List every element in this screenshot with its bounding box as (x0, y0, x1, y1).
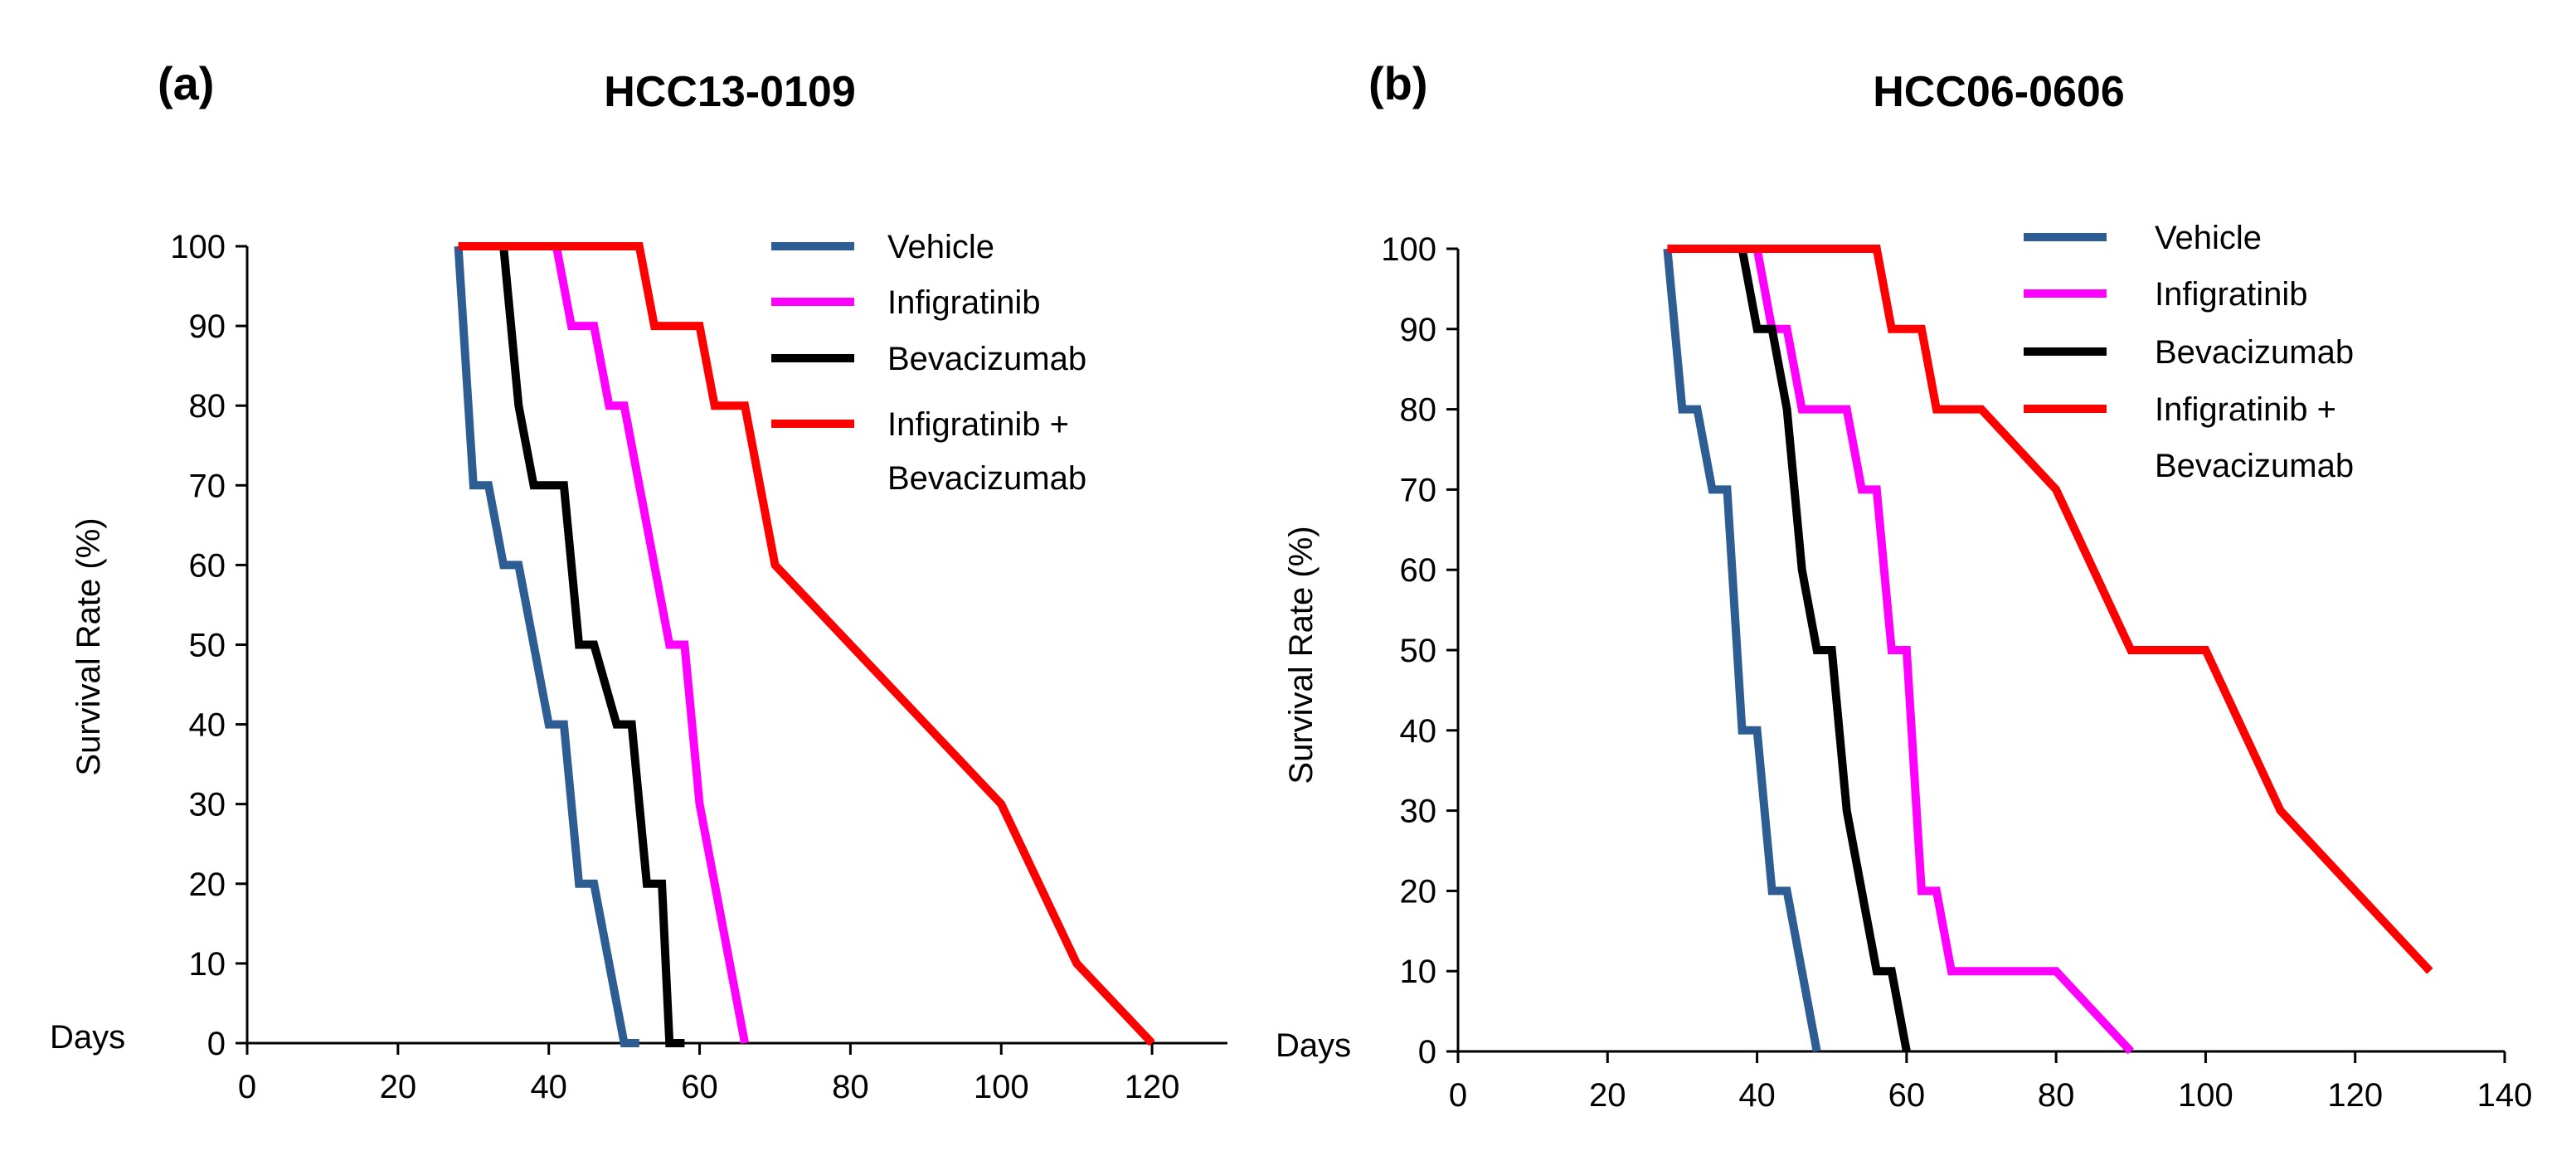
x-tick-label: 100 (974, 1069, 1029, 1105)
days-label: Days (50, 1019, 125, 1056)
x-tick-label: 80 (2038, 1077, 2075, 1114)
y-tick-label: 90 (1400, 312, 1437, 348)
legend-label-4: Bevacizumab (887, 460, 1086, 497)
series-line-1 (1663, 248, 1821, 1052)
legend-label-4: Infigratinib + (2155, 391, 2336, 428)
y-tick-label: 90 (189, 308, 226, 345)
legend-label-1: Vehicle (2155, 220, 2262, 256)
y-tick-label: 20 (189, 867, 226, 903)
legend-label-4: Infigratinib + (887, 406, 1069, 443)
series-line-3 (499, 245, 685, 1047)
y-tick-label: 50 (189, 628, 226, 664)
series-line-4 (458, 242, 1155, 1046)
y-tick-label: 80 (1400, 392, 1437, 429)
chart-title: HCC06-0606 (1873, 68, 2125, 116)
legend-label-1: Vehicle (887, 229, 994, 265)
series-line-4 (1667, 245, 2433, 974)
y-tick-label: 20 (1400, 873, 1437, 910)
x-tick-label: 40 (530, 1069, 567, 1105)
y-tick-label: 80 (189, 388, 226, 425)
panel-label: (a) (158, 57, 214, 109)
series-line-1 (454, 245, 639, 1047)
days-label: Days (1276, 1027, 1351, 1064)
y-tick-label: 60 (1400, 552, 1437, 589)
legend-label-4: Bevacizumab (2155, 448, 2354, 484)
y-tick-label: 70 (1400, 472, 1437, 508)
y-tick-label: 60 (189, 547, 226, 584)
y-tick-label: 40 (189, 707, 226, 744)
y-tick-label: 70 (189, 468, 226, 504)
panel-b: (b) HCC06-0606 0 10 20 30 40 50 60 70 80 90 100 0 20 40… (1276, 57, 2532, 1114)
x-tick-label: 140 (2477, 1077, 2533, 1114)
x-tick-label: 60 (681, 1069, 718, 1105)
legend-label-3: Bevacizumab (2155, 334, 2354, 371)
x-tick-label: 20 (380, 1069, 417, 1105)
chart-title: HCC13-0109 (604, 68, 856, 116)
legend-label-2: Infigratinib (887, 284, 1041, 321)
y-tick-label: 50 (1400, 633, 1437, 669)
x-tick-label: 0 (238, 1069, 256, 1105)
series-line-2 (552, 245, 750, 1044)
y-tick-label: 0 (1418, 1034, 1436, 1070)
x-tick-label: 120 (2327, 1077, 2383, 1114)
x-tick-label: 0 (1449, 1077, 1467, 1114)
y-axis-label: Survival Rate (%) (70, 517, 107, 775)
x-tick-label: 120 (1125, 1069, 1180, 1105)
y-tick-label: 30 (189, 787, 226, 823)
x-tick-label: 40 (1738, 1077, 1776, 1114)
panel-a: (a) HCC13-0109 0 10 20 30 40 50 60 70 80 90 100 0 20 40… (50, 57, 1227, 1105)
y-tick-label: 100 (1381, 231, 1436, 268)
y-tick-label: 10 (189, 946, 226, 983)
y-tick-label: 100 (170, 229, 226, 265)
x-tick-label: 80 (832, 1069, 869, 1105)
legend-label-3: Bevacizumab (887, 341, 1086, 377)
y-tick-label: 10 (1400, 954, 1437, 990)
y-axis-label: Survival Rate (%) (1283, 526, 1320, 784)
x-tick-label: 20 (1589, 1077, 1626, 1114)
panel-label: (b) (1368, 57, 1428, 109)
y-tick-label: 30 (1400, 794, 1437, 830)
legend-label-2: Infigratinib (2155, 276, 2308, 313)
x-tick-label: 60 (1888, 1077, 1926, 1114)
series-line-2 (1752, 248, 2134, 1055)
y-tick-label: 0 (207, 1026, 226, 1062)
series-line-3 (1738, 248, 1911, 1052)
y-tick-label: 40 (1400, 713, 1437, 750)
x-tick-label: 100 (2178, 1077, 2233, 1114)
